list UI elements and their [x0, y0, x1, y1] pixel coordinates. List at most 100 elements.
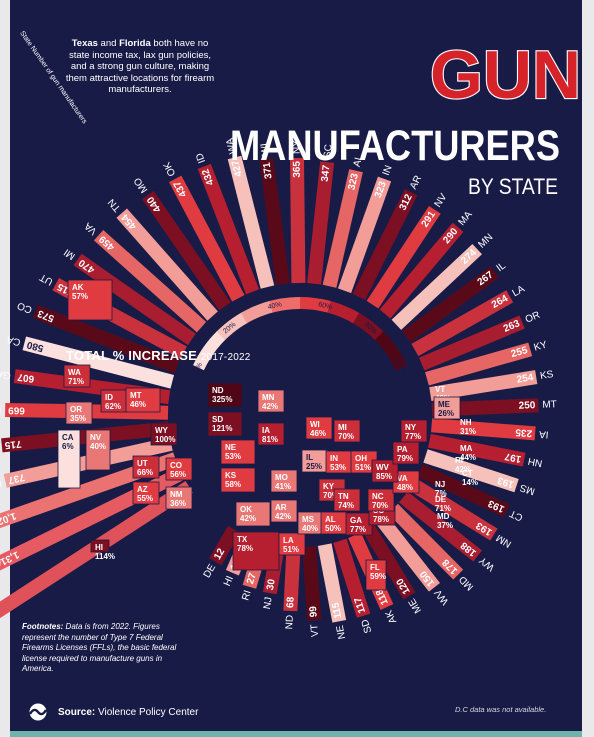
bar-mark-sc [307, 161, 335, 285]
map-state-pct: 50% [325, 524, 341, 533]
map-state-code: MI [338, 423, 347, 432]
map-state-code: VT [435, 385, 445, 394]
bar-value-label: 323 [373, 180, 389, 200]
gauge-segment [353, 312, 369, 329]
bar-state-label: WA [224, 137, 239, 155]
bar-ks: KS 254 [429, 369, 555, 401]
bar-value-label: 255 [510, 345, 529, 360]
map-state-pct: 70% [372, 501, 388, 510]
bar-mark-md [387, 503, 464, 580]
map-state-code: MS [302, 515, 315, 524]
bar-mark-il [402, 266, 499, 343]
title-manufacturers: MANUFACTURERS [230, 122, 560, 170]
map-tile-ut [132, 455, 160, 479]
bar-value-label: 12 [212, 546, 227, 562]
bar-state-label: IN [381, 164, 395, 177]
map-state-code: CT [462, 469, 473, 478]
intro-rest: both have no state income tax, lax gun p… [65, 38, 215, 95]
map-tile-ia [257, 422, 285, 446]
footnote-text: Data is from 2022. Figures represent the… [22, 622, 177, 673]
bar-state-label: IA [538, 428, 549, 440]
bar-mark-or [419, 315, 525, 371]
map-tile-wy [150, 422, 178, 446]
map-state-code: OK [240, 505, 252, 514]
map-state-pct: 31% [460, 427, 476, 436]
map-state-code: HI [95, 543, 103, 552]
bar-state-label: UT [38, 271, 55, 287]
bar-state-label: NE [335, 624, 348, 640]
map-state-code: AL [325, 515, 336, 524]
map-state-code: UT [137, 459, 148, 468]
bar-state-label: AL [352, 153, 366, 168]
map-state-pct: 77% [350, 525, 366, 534]
bar-sd: SD 117 [333, 538, 374, 634]
intro-lead-texas: Texas [71, 38, 98, 49]
bar-mark-nd [283, 546, 301, 612]
source-line: Source: Violence Policy Center [26, 703, 198, 721]
gauge-segment [300, 297, 312, 310]
bar-mark-me [362, 524, 416, 600]
map-state-pct: 74% [338, 501, 354, 510]
bar-state-label: CO [16, 299, 34, 315]
bar-mark-ks [429, 370, 538, 401]
bar-value-label: 323 [346, 172, 361, 191]
map-state-pct: 6% [62, 442, 74, 451]
bar-ny: NY 365 [289, 140, 306, 284]
map-state-code: NM [170, 490, 183, 499]
map-tile-ok [235, 501, 271, 527]
map-state-pct: 114% [95, 552, 115, 561]
gauge-segment [309, 297, 322, 311]
bar-wi: WI 371 [259, 143, 290, 286]
gauge-tick-label: 0% [193, 362, 204, 374]
bar-state-label: RI [240, 589, 253, 602]
bar-mark-wv [375, 514, 440, 592]
bar-state-label: MT [542, 399, 557, 411]
bar-mark-co [32, 304, 180, 374]
map-tile-nc [367, 488, 395, 512]
map-state-code: CO [170, 461, 182, 470]
map-state-pct: 42% [455, 465, 471, 474]
map-tile-nv [85, 429, 111, 471]
map-state-pct: 51% [283, 545, 299, 554]
map-tile-hi [90, 539, 110, 553]
bar-mark-wy [399, 491, 482, 562]
bar-value-label: 1,314 [0, 549, 21, 570]
map-state-pct: 40% [302, 524, 318, 533]
map-state-pct: 77% [405, 432, 421, 441]
map-state-code: NC [372, 492, 384, 501]
bar-state-label: NC [0, 476, 3, 490]
bar-mark-mn [391, 244, 482, 330]
map-state-code: NJ [435, 480, 445, 489]
bar-state-label: IL [495, 260, 509, 274]
map-title-main: TOTAL % INCREASE [66, 348, 198, 363]
map-state-code: WA [68, 368, 81, 377]
map-state-code: AK [72, 283, 84, 292]
source-name: Violence Policy Center [95, 706, 199, 718]
map-state-pct: 51% [355, 463, 371, 472]
bar-nh: NH 197 [428, 433, 543, 469]
bar-mark-nm [408, 478, 498, 541]
gauge-segment [250, 303, 265, 319]
bar-value-label: 580 [25, 339, 44, 354]
bar-state-label: WV [432, 587, 451, 607]
map-state-code: WI [310, 420, 320, 429]
map-state-pct: 57% [72, 292, 88, 301]
gauge-segment [269, 298, 283, 313]
map-state-pct: 46% [310, 429, 326, 438]
bar-mark-de [209, 525, 241, 566]
gauge-segment [209, 330, 226, 347]
map-state-pct: 40% [90, 442, 106, 451]
map-state-pct: 78% [373, 515, 389, 524]
